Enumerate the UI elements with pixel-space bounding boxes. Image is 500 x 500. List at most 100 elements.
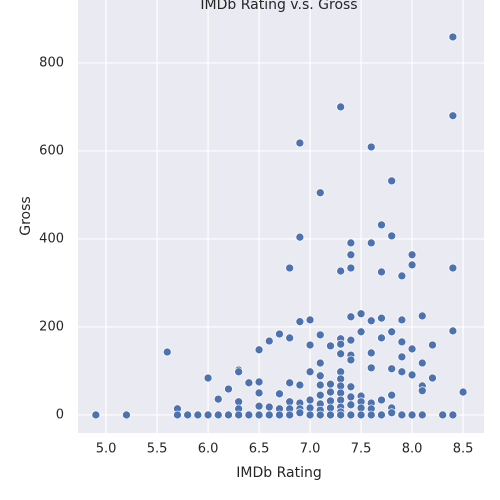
x-tick-label: 8.0 bbox=[402, 442, 423, 457]
point bbox=[356, 410, 366, 420]
point bbox=[387, 364, 397, 374]
y-tick-label: 200 bbox=[39, 319, 64, 334]
point bbox=[377, 395, 386, 405]
y-tick-label: 0 bbox=[56, 407, 64, 422]
point bbox=[407, 250, 417, 260]
point bbox=[203, 410, 213, 420]
x-tick-label: 5.5 bbox=[147, 442, 168, 457]
point bbox=[203, 373, 213, 383]
x-tick-label: 5.0 bbox=[96, 442, 117, 457]
point bbox=[366, 410, 376, 420]
point bbox=[295, 317, 305, 327]
point bbox=[305, 367, 315, 377]
point bbox=[397, 367, 407, 377]
point bbox=[377, 410, 386, 420]
point bbox=[213, 410, 223, 420]
point bbox=[417, 386, 427, 396]
point bbox=[397, 410, 407, 420]
point bbox=[183, 410, 193, 420]
point bbox=[285, 410, 295, 420]
x-tick-label: 7.5 bbox=[351, 442, 372, 457]
point bbox=[407, 410, 417, 420]
x-tick-label: 6.5 bbox=[249, 442, 270, 457]
point bbox=[346, 335, 356, 345]
y-tick-label: 600 bbox=[39, 143, 64, 158]
point bbox=[346, 410, 356, 420]
point bbox=[397, 271, 407, 281]
point bbox=[285, 263, 295, 273]
point bbox=[417, 358, 427, 368]
point bbox=[407, 260, 417, 270]
point bbox=[346, 238, 356, 248]
point bbox=[224, 384, 233, 394]
point bbox=[387, 408, 397, 418]
y-tick-label: 400 bbox=[39, 231, 64, 246]
point bbox=[305, 395, 315, 405]
point bbox=[346, 400, 356, 410]
point bbox=[295, 232, 305, 242]
point bbox=[346, 392, 356, 402]
point bbox=[305, 340, 315, 350]
point bbox=[315, 390, 325, 400]
y-tick-label: 800 bbox=[39, 55, 64, 70]
point bbox=[275, 329, 284, 339]
point bbox=[417, 410, 427, 420]
point bbox=[366, 142, 376, 152]
point bbox=[234, 367, 244, 377]
point bbox=[315, 188, 325, 198]
point bbox=[448, 410, 458, 420]
x-tick-label: 7.0 bbox=[300, 442, 321, 457]
point bbox=[315, 330, 325, 340]
point bbox=[326, 341, 335, 351]
point bbox=[254, 410, 264, 420]
point bbox=[366, 316, 376, 326]
point bbox=[428, 373, 437, 383]
point bbox=[305, 410, 315, 420]
point bbox=[397, 337, 407, 347]
y-axis-label: Gross bbox=[18, 196, 34, 235]
point bbox=[275, 389, 284, 399]
point bbox=[254, 388, 264, 398]
point bbox=[254, 377, 264, 387]
point bbox=[346, 312, 356, 322]
point bbox=[91, 410, 101, 420]
point bbox=[315, 371, 325, 381]
point bbox=[346, 355, 356, 365]
point bbox=[254, 345, 264, 355]
point bbox=[438, 410, 448, 420]
plot-background bbox=[78, 0, 484, 433]
point bbox=[366, 238, 376, 248]
point bbox=[377, 313, 386, 323]
point bbox=[387, 327, 397, 337]
point bbox=[295, 380, 305, 390]
point bbox=[315, 358, 325, 368]
point bbox=[448, 326, 458, 336]
point bbox=[387, 390, 397, 400]
point bbox=[356, 309, 366, 319]
chart-title: IMDb Rating v.s. Gross bbox=[200, 0, 357, 13]
point bbox=[448, 263, 458, 273]
point bbox=[285, 333, 295, 343]
point bbox=[397, 352, 407, 362]
point bbox=[264, 402, 274, 412]
point bbox=[397, 315, 407, 325]
point bbox=[448, 32, 458, 42]
point bbox=[346, 382, 356, 392]
point bbox=[417, 311, 427, 321]
point bbox=[254, 401, 264, 411]
point bbox=[295, 408, 305, 418]
point bbox=[285, 378, 295, 388]
point bbox=[458, 387, 468, 397]
point bbox=[326, 410, 335, 420]
point bbox=[387, 176, 397, 186]
point bbox=[377, 220, 386, 230]
point bbox=[448, 111, 458, 121]
point bbox=[275, 410, 284, 420]
point bbox=[315, 380, 325, 390]
point bbox=[336, 266, 346, 276]
point bbox=[315, 410, 325, 420]
point bbox=[326, 379, 335, 389]
point bbox=[346, 263, 356, 273]
point bbox=[366, 363, 376, 373]
point bbox=[162, 347, 172, 357]
